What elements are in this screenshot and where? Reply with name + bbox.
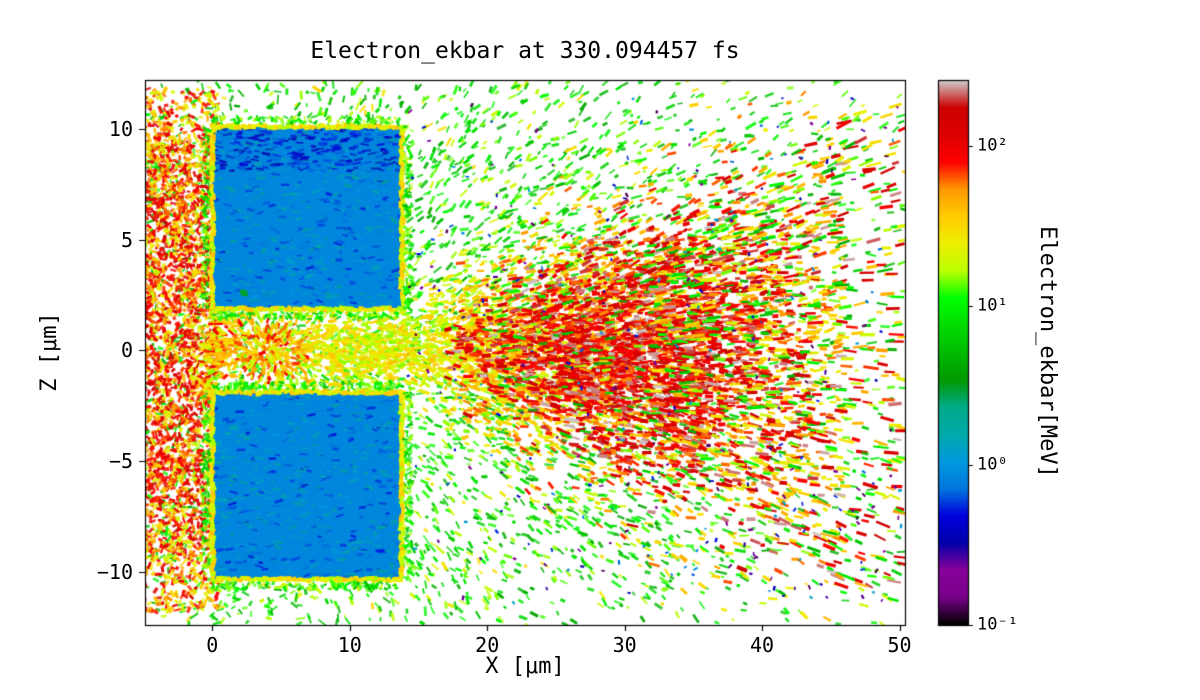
- x-tick-label: 10: [337, 633, 362, 657]
- y-tick-label: 0: [120, 338, 133, 363]
- x-tick-label: 0: [206, 633, 219, 657]
- x-tick-label: 20: [475, 633, 500, 657]
- x-tick-label: 40: [750, 633, 775, 657]
- colorbar-label: Electron_ekbar[MeV]: [1035, 226, 1060, 478]
- y-tick-label: −5: [108, 449, 133, 474]
- x-axis-label: X [μm]: [485, 654, 565, 679]
- colorbar-tick-label: 10⁰: [977, 454, 1008, 475]
- colorbar-tick-label: 10¹: [977, 295, 1008, 316]
- y-tick-label: 5: [120, 227, 133, 252]
- colorbar-tick-label: 10²: [977, 135, 1008, 156]
- y-tick-label: −10: [96, 559, 133, 584]
- y-tick-label: 10: [108, 116, 133, 141]
- x-tick-label: 50: [887, 633, 912, 657]
- y-axis-label: Z [μm]: [37, 312, 62, 392]
- x-tick-label: 30: [612, 633, 637, 657]
- chart-title: Electron_ekbar at 330.094457 fs: [310, 38, 740, 64]
- colorbar-tick-label: 10⁻¹: [977, 614, 1018, 635]
